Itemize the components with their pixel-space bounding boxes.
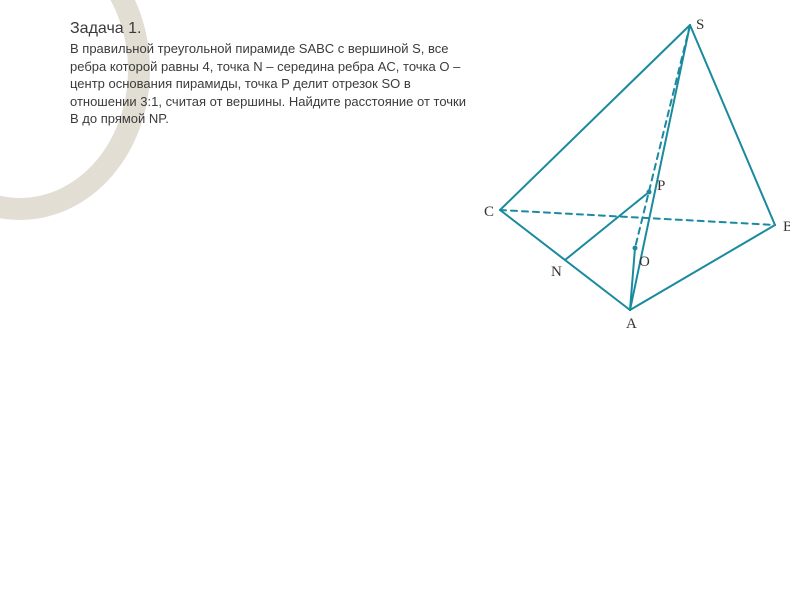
label-P: P	[657, 178, 665, 194]
edge-A-B	[630, 225, 775, 310]
label-O: O	[639, 254, 650, 270]
point-P	[647, 190, 652, 195]
problem-text: В правильной треугольной пирамиде SABC с…	[70, 40, 470, 128]
label-A: A	[626, 316, 637, 332]
pyramid-figure: S A B C N O P	[480, 15, 790, 335]
edge-S-B	[690, 25, 775, 225]
point-O	[633, 246, 638, 251]
pyramid-svg: S A B C N O P	[480, 15, 790, 335]
label-S: S	[696, 17, 704, 33]
edge-C-B	[500, 210, 775, 225]
problem-title: Задача 1.	[70, 20, 470, 38]
edge-S-O	[635, 25, 690, 248]
label-N: N	[551, 264, 562, 280]
problem-block: Задача 1. В правильной треугольной пирам…	[70, 20, 470, 128]
label-B: B	[783, 219, 790, 235]
label-C: C	[484, 204, 494, 220]
